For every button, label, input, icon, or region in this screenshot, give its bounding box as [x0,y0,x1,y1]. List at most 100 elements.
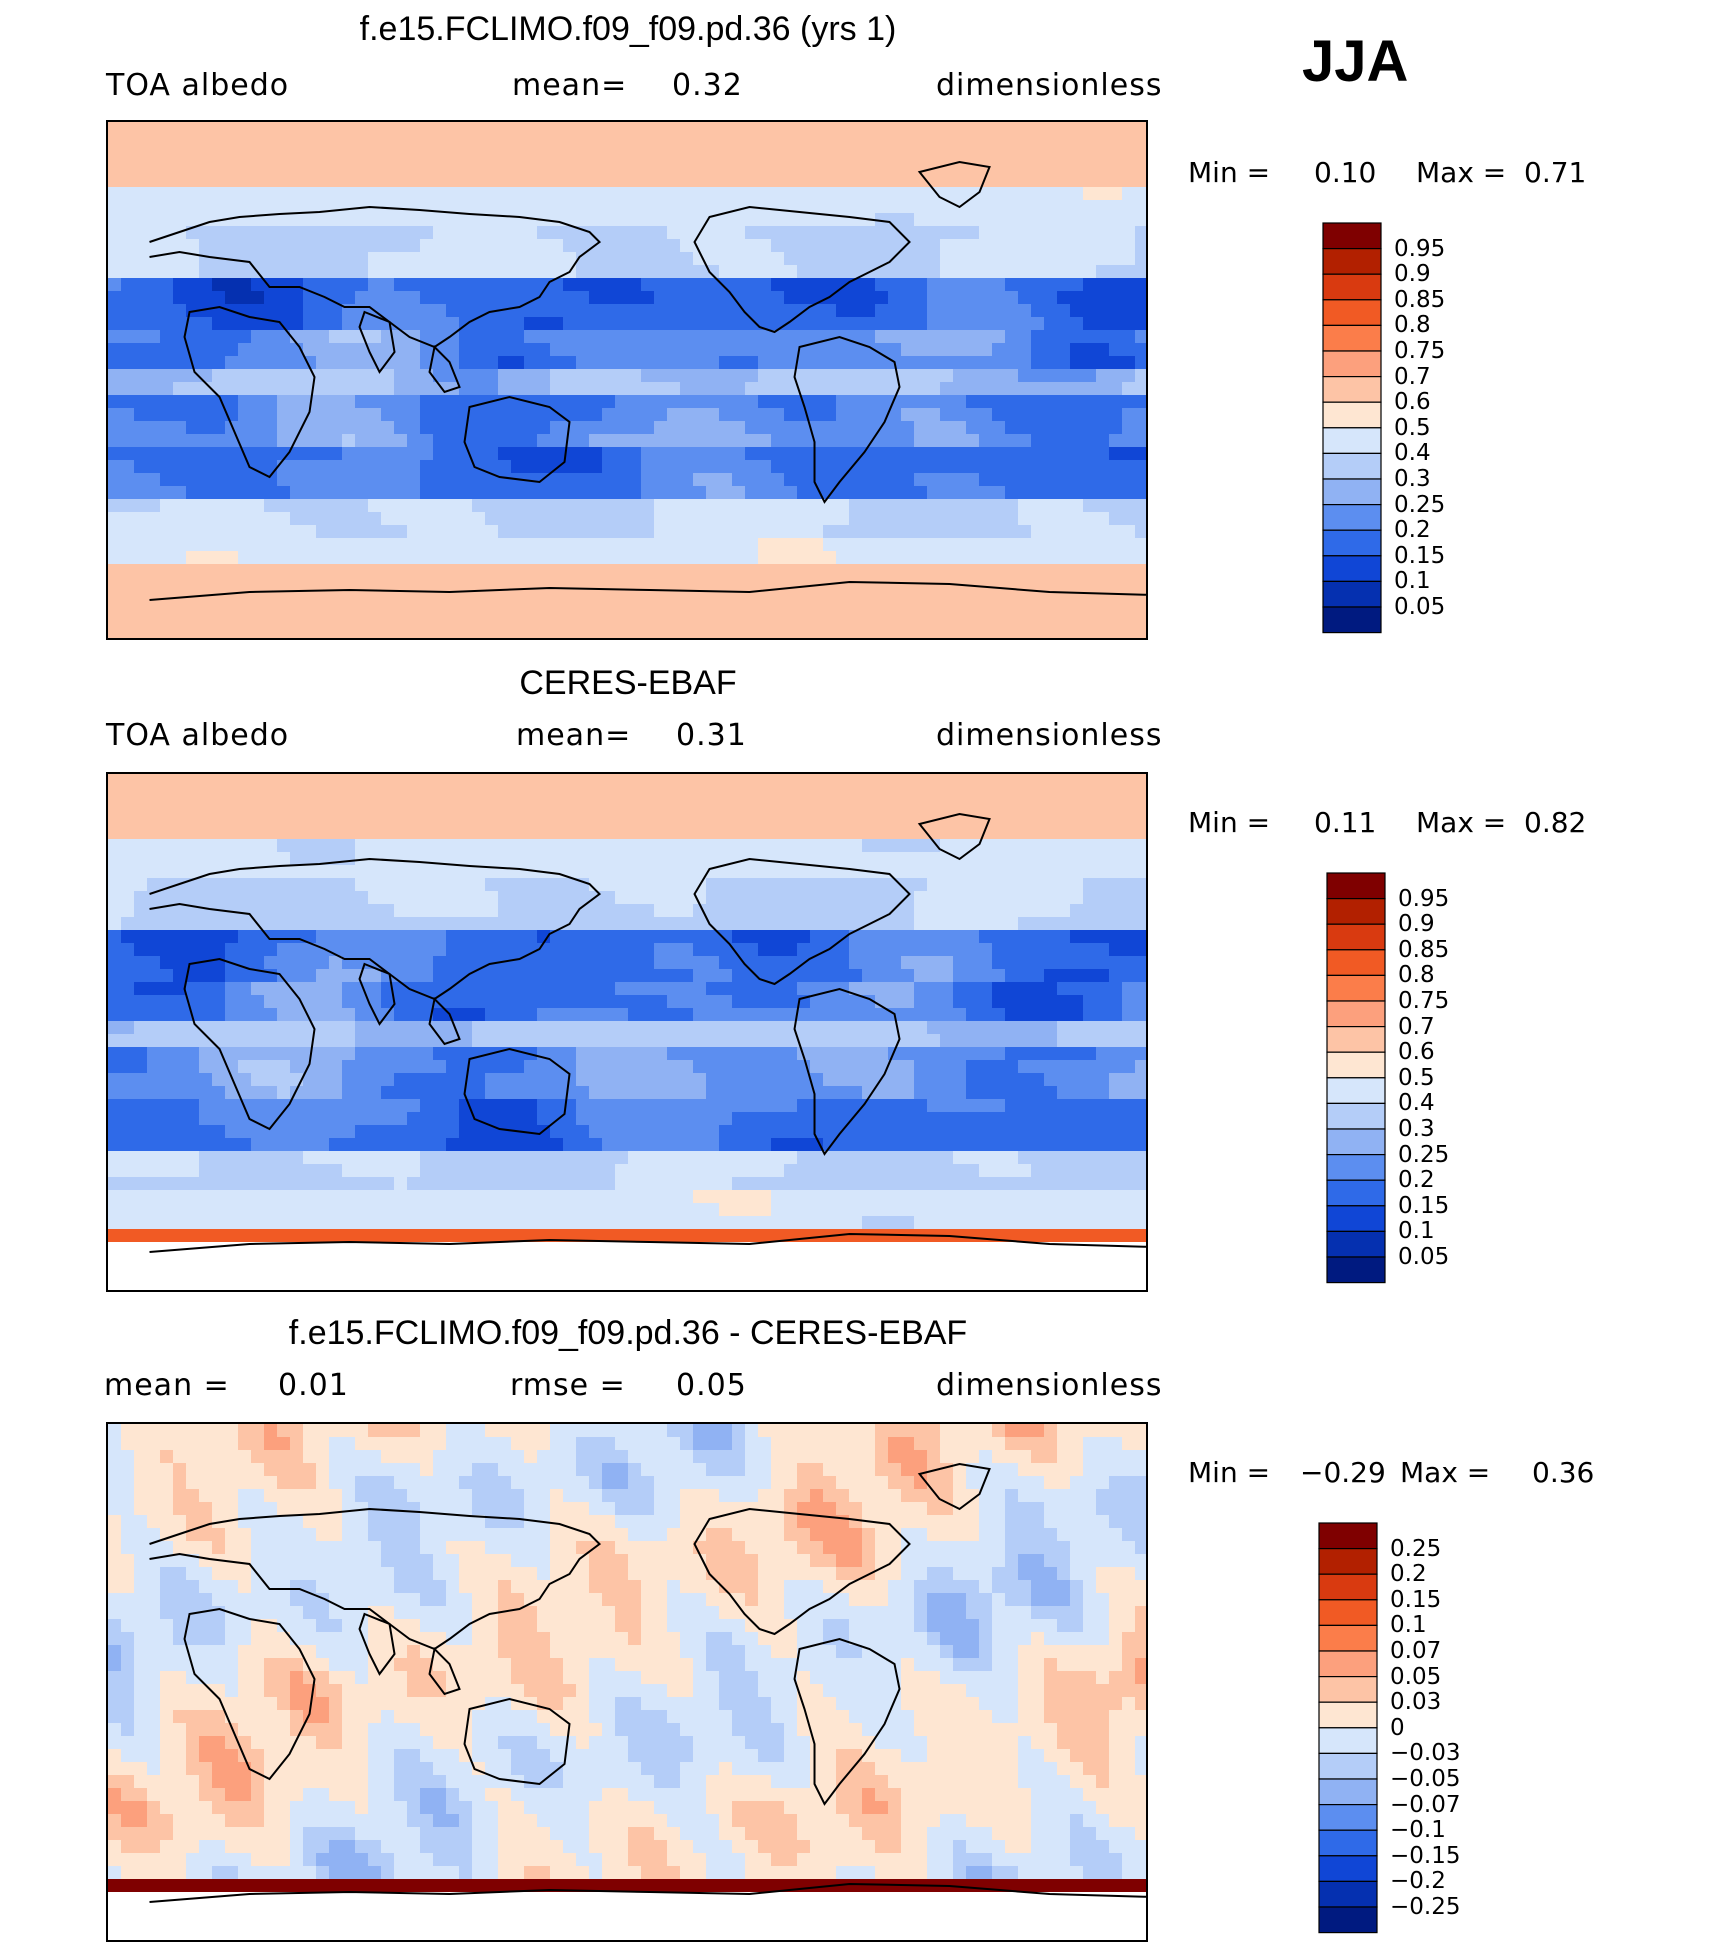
colorbar-swatch [1318,1778,1378,1806]
colorbar-tick-label: 0.05 [1398,1244,1450,1270]
colorbar-tick-label: 0.9 [1398,911,1435,938]
coastline [917,160,991,209]
coastline [428,996,461,1046]
colorbar-tick-label: 0.15 [1390,1586,1442,1613]
colorbar-swatch [1318,1573,1378,1601]
map-diff [106,1422,1148,1942]
map-obs [106,772,1148,1292]
colorbar-tick-label: 0.07 [1390,1638,1442,1664]
colorbar-tick-label: 0.4 [1398,1090,1435,1117]
colorbar-swatch [1318,1804,1378,1831]
panel-mean-label-obs: mean= [516,718,632,753]
colorbar-model: 0.95 0.9 0.85 0.8 0.75 0.7 0.6 0.5 0.4 0.3 0.25 0.2… [1322,222,1462,634]
max-label-model: Max = [1416,156,1507,189]
colorbar-tick-label: 0.6 [1394,389,1431,416]
colorbar-tick-label: 0.25 [1394,491,1446,518]
colorbar-tick-label: 0.95 [1398,885,1450,912]
colorbar-tick-label: 0.7 [1398,1013,1435,1040]
coastline [793,1637,901,1806]
colorbar-swatch [1322,324,1382,352]
colorbar-swatch [1326,1000,1386,1028]
max-value-obs: 0.82 [1524,806,1587,839]
colorbar-swatch [1322,299,1382,327]
min-value-model: 0.10 [1314,156,1377,189]
colorbar-swatch [1322,529,1382,557]
min-label-obs: Min = [1188,806,1271,839]
coastline [183,1607,316,1781]
colorbar-swatch [1318,1829,1378,1857]
colorbar-tick-label: 0.2 [1390,1561,1427,1588]
colorbar-tick-label: 0.5 [1398,1064,1435,1091]
colorbar-swatch [1326,872,1386,900]
coastline [693,857,911,986]
colorbar-tick-label: 0.03 [1390,1689,1442,1716]
colorbar-swatch [1326,974,1386,1002]
colorbar-tick-label: 0.95 [1394,235,1446,262]
colorbar-tick-label: 0.05 [1390,1663,1442,1690]
colorbar-swatch [1318,1727,1378,1755]
colorbar-diff: 0.25 0.2 0.15 0.1 0.07 0.05 0.03 0 −0.03 −0.05 −0.… [1318,1522,1461,1934]
coastline [917,1462,991,1511]
panel-title-obs: CERES-EBAF [519,664,737,702]
panel-units-obs: dimensionless [936,718,1163,753]
min-label-model: Min = [1188,156,1271,189]
colorbar-tick-label: 0.8 [1394,312,1431,339]
panel-rmse-label: rmse = [510,1368,626,1403]
colorbar-swatch [1318,1906,1378,1934]
colorbar-tick-label: 0.5 [1394,414,1431,441]
colorbar-tick-label: 0.75 [1394,338,1446,364]
colorbar-tick-label: 0.15 [1394,542,1446,569]
coastline [463,1047,571,1136]
colorbar-swatch [1326,1051,1386,1079]
colorbar-swatch [1318,1701,1378,1729]
max-label-diff: Max = [1400,1456,1491,1489]
coastline [793,987,901,1156]
colorbar-tick-label: 0.3 [1398,1116,1435,1142]
colorbar-swatch [1326,1179,1386,1207]
colorbar-swatch [1326,1154,1386,1181]
colorbar-swatch [1322,427,1382,455]
min-value-obs: 0.11 [1314,806,1377,839]
colorbar-swatch [1318,1522,1378,1550]
colorbar-tick-label: 0.6 [1398,1039,1435,1066]
panel-units-diff: dimensionless [936,1368,1163,1403]
colorbar-swatch [1326,1256,1386,1284]
panel-title-diff: f.e15.FCLIMO.f09_f09.pd.36 - CERES-EBAF [288,1314,968,1352]
colorbar-swatch [1318,1752,1378,1780]
colorbar-tick-label: 0.2 [1398,1167,1435,1194]
colorbar-swatch [1326,1230,1386,1258]
colorbar-tick-label: −0.07 [1390,1791,1461,1818]
colorbar-tick-label: 0.4 [1394,440,1431,467]
min-label-diff: Min = [1188,1456,1271,1489]
panel-diff-mean-value: 0.01 [278,1368,349,1403]
colorbar-swatch [1322,452,1382,480]
colorbar-tick-label: 0.8 [1398,962,1435,989]
colorbar-swatch [1326,1205,1386,1232]
colorbar-swatch [1322,555,1382,582]
panel-units-model: dimensionless [936,68,1163,103]
colorbar-swatch [1326,949,1386,977]
colorbar-tick-label: −0.03 [1390,1740,1461,1767]
coastline [149,857,602,1001]
colorbar-tick-label: 0.85 [1398,936,1450,963]
colorbar-tick-label: 0.15 [1398,1192,1450,1219]
colorbar-tick-label: 0.7 [1394,363,1431,390]
coastline [358,1612,396,1676]
colorbar-tick-label: 0.1 [1390,1612,1427,1639]
colorbar-swatch [1322,350,1382,378]
colorbar-swatch [1318,1548,1378,1575]
colorbar-tick-label: 0.1 [1398,1218,1435,1245]
colorbar-swatch [1322,401,1382,429]
coastline [149,205,602,349]
coastline [149,1507,602,1651]
colorbar-swatch [1318,1880,1378,1908]
colorbar-swatch [1318,1624,1378,1652]
map-model [106,120,1148,640]
colorbar-tick-label: 0.3 [1394,466,1431,492]
max-value-diff: 0.36 [1532,1456,1595,1489]
colorbar-tick-label: −0.05 [1390,1766,1461,1792]
colorbar-swatch [1326,1026,1386,1053]
colorbar-swatch [1322,504,1382,531]
panel-variable-obs: TOA albedo [106,718,290,753]
colorbar-swatch [1322,273,1382,301]
